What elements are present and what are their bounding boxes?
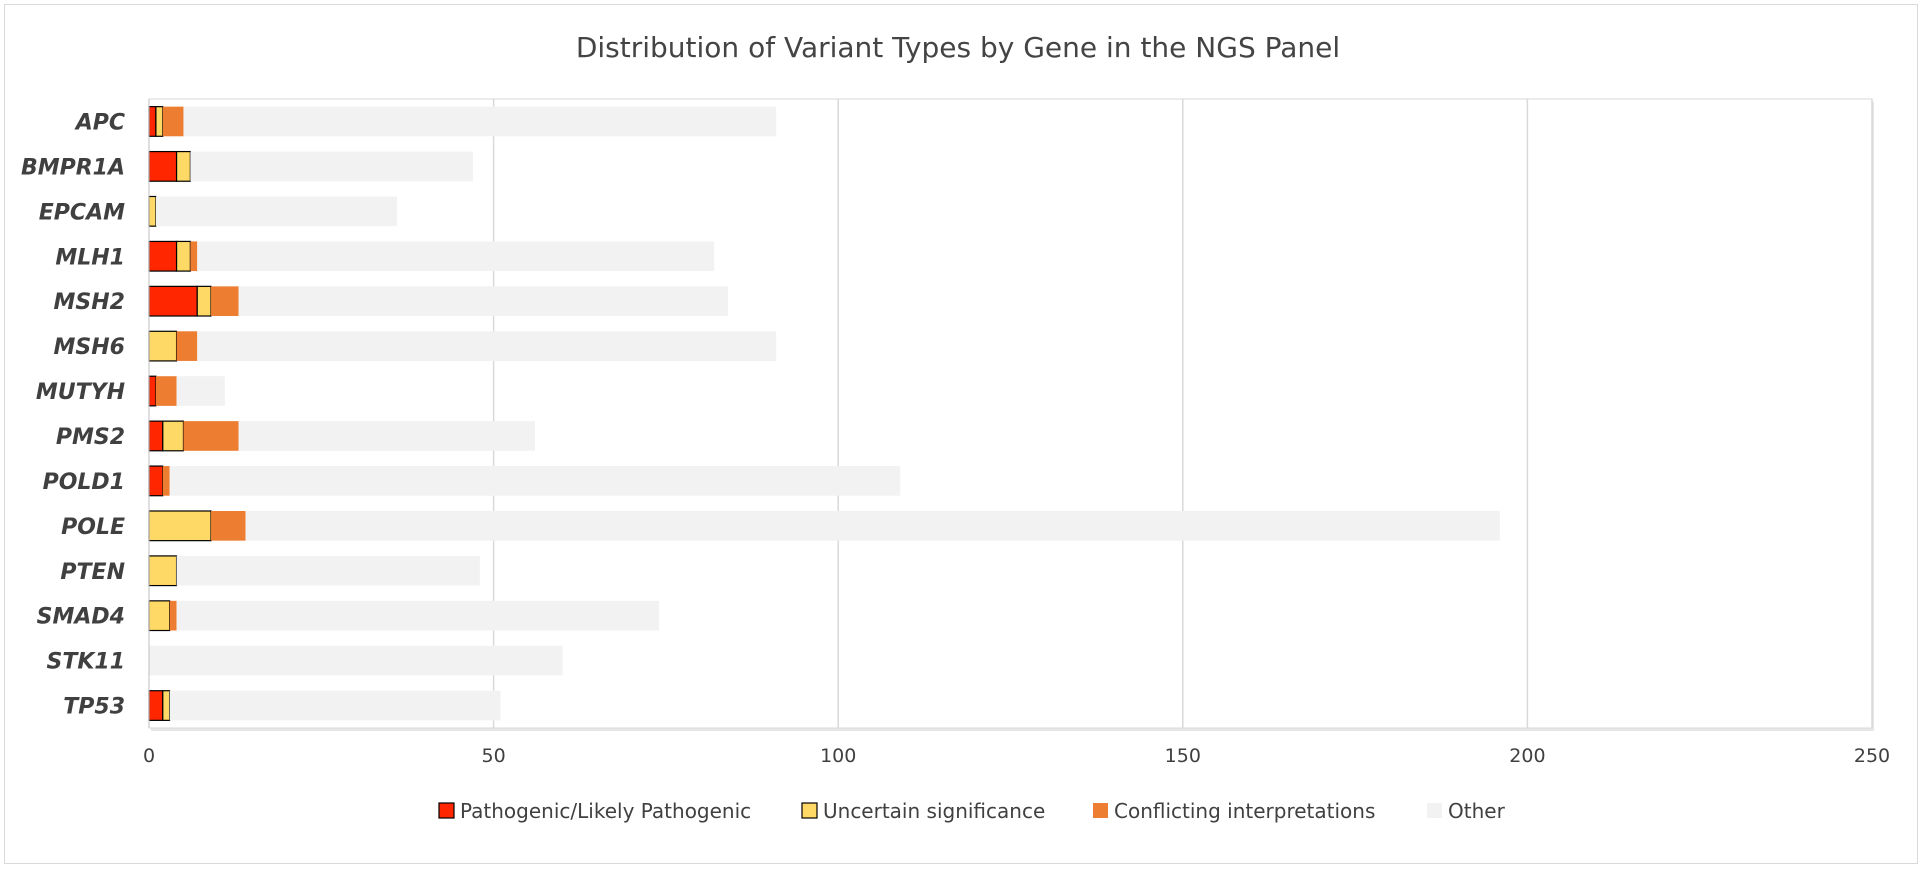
- x-tick-label-150: 150: [1165, 745, 1201, 767]
- bar-mutyh-series-0: [148, 375, 157, 407]
- bar-pold1-series-0: [148, 465, 164, 497]
- bar-msh6-series-3: [197, 331, 777, 361]
- category-label-tp53: TP53: [63, 695, 125, 720]
- bar-pms2-series-0: [148, 420, 164, 452]
- bar-msh2-series-0: [148, 285, 198, 317]
- bar-tp53-series-3: [169, 690, 501, 721]
- bar-epcam-series-3: [155, 196, 398, 227]
- bar-pold1-series-3: [169, 466, 901, 496]
- bar-mlh1-series-3: [197, 241, 715, 272]
- bar-msh2-series-1: [196, 285, 212, 317]
- category-label-mutyh: MUTYH: [36, 380, 125, 405]
- bar-bmpr1a-series-3: [190, 151, 473, 182]
- bar-smad4-series-2: [169, 600, 177, 631]
- bar-pms2-series-3: [238, 421, 535, 451]
- x-tick-label-50: 50: [482, 745, 506, 767]
- bar-apc-series-3: [183, 106, 777, 137]
- x-tick-label-100: 100: [820, 745, 856, 767]
- bar-pold1-series-2: [162, 466, 170, 496]
- category-label-apc: APC: [74, 110, 125, 135]
- category-label-bmpr1a: BMPR1A: [21, 155, 125, 180]
- category-label-pold1: POLD1: [43, 470, 125, 495]
- bar-pten-series-1: [148, 555, 178, 587]
- bar-bmpr1a-series-0: [148, 150, 178, 182]
- bar-pten-series-3: [176, 555, 480, 586]
- legend-swatch-series-1: [801, 802, 818, 819]
- legend-label-series-3: Other: [1448, 799, 1506, 823]
- bar-msh6-series-2: [176, 331, 198, 361]
- category-label-epcam: EPCAM: [39, 200, 125, 225]
- chart-frame: Distribution of Variant Types by Gene in…: [4, 4, 1918, 864]
- bar-epcam-series-1: [148, 195, 157, 227]
- bar-pms2-series-1: [162, 420, 185, 452]
- plot-area: [148, 98, 1873, 729]
- bar-apc-series-2: [162, 106, 184, 137]
- bar-apc-series-1: [155, 106, 164, 137]
- legend-swatch-series-2: [1093, 803, 1108, 818]
- bar-mlh1-series-2: [190, 241, 198, 272]
- x-tick-label-200: 200: [1509, 745, 1545, 767]
- chart-title: Distribution of Variant Types by Gene in…: [576, 31, 1340, 64]
- bar-msh2-series-3: [238, 286, 728, 317]
- legend-label-series-1: Uncertain significance: [823, 799, 1045, 823]
- bar-mlh1-series-0: [148, 240, 178, 272]
- legend-label-series-2: Conflicting interpretations: [1114, 799, 1375, 823]
- category-label-msh2: MSH2: [54, 290, 125, 315]
- bar-stk11-series-3: [149, 645, 563, 676]
- bar-apc-series-0: [148, 106, 157, 137]
- legend-label-series-0: Pathogenic/Likely Pathogenic: [460, 799, 751, 823]
- bar-msh2-series-2: [211, 286, 239, 317]
- bar-pole-series-3: [245, 510, 1500, 541]
- x-tick-label-250: 250: [1854, 745, 1890, 767]
- category-label-smad4: SMAD4: [37, 605, 125, 630]
- bar-pms2-series-2: [183, 421, 239, 451]
- bar-bmpr1a-series-1: [175, 150, 191, 182]
- bar-smad4-series-1: [148, 600, 171, 632]
- legend-swatch-series-3: [1427, 803, 1442, 818]
- bar-mutyh-series-2: [155, 376, 177, 406]
- bar-msh6-series-1: [148, 330, 178, 362]
- bar-tp53-series-1: [162, 690, 171, 721]
- category-label-pole: POLE: [61, 515, 125, 540]
- category-label-mlh1: MLH1: [55, 245, 125, 270]
- bar-smad4-series-3: [176, 600, 660, 631]
- category-label-pms2: PMS2: [56, 425, 125, 450]
- variant-distribution-chart: Distribution of Variant Types by Gene in…: [21, 31, 1890, 823]
- legend-swatch-series-0: [438, 802, 455, 819]
- category-label-stk11: STK11: [46, 650, 125, 675]
- bar-mutyh-series-3: [176, 376, 225, 406]
- bar-pole-series-2: [211, 510, 246, 541]
- bar-mlh1-series-1: [175, 240, 191, 272]
- category-label-pten: PTEN: [60, 560, 125, 585]
- x-tick-label-0: 0: [143, 745, 155, 767]
- category-label-msh6: MSH6: [54, 335, 125, 360]
- bar-tp53-series-0: [148, 690, 164, 721]
- bar-pole-series-1: [148, 510, 212, 542]
